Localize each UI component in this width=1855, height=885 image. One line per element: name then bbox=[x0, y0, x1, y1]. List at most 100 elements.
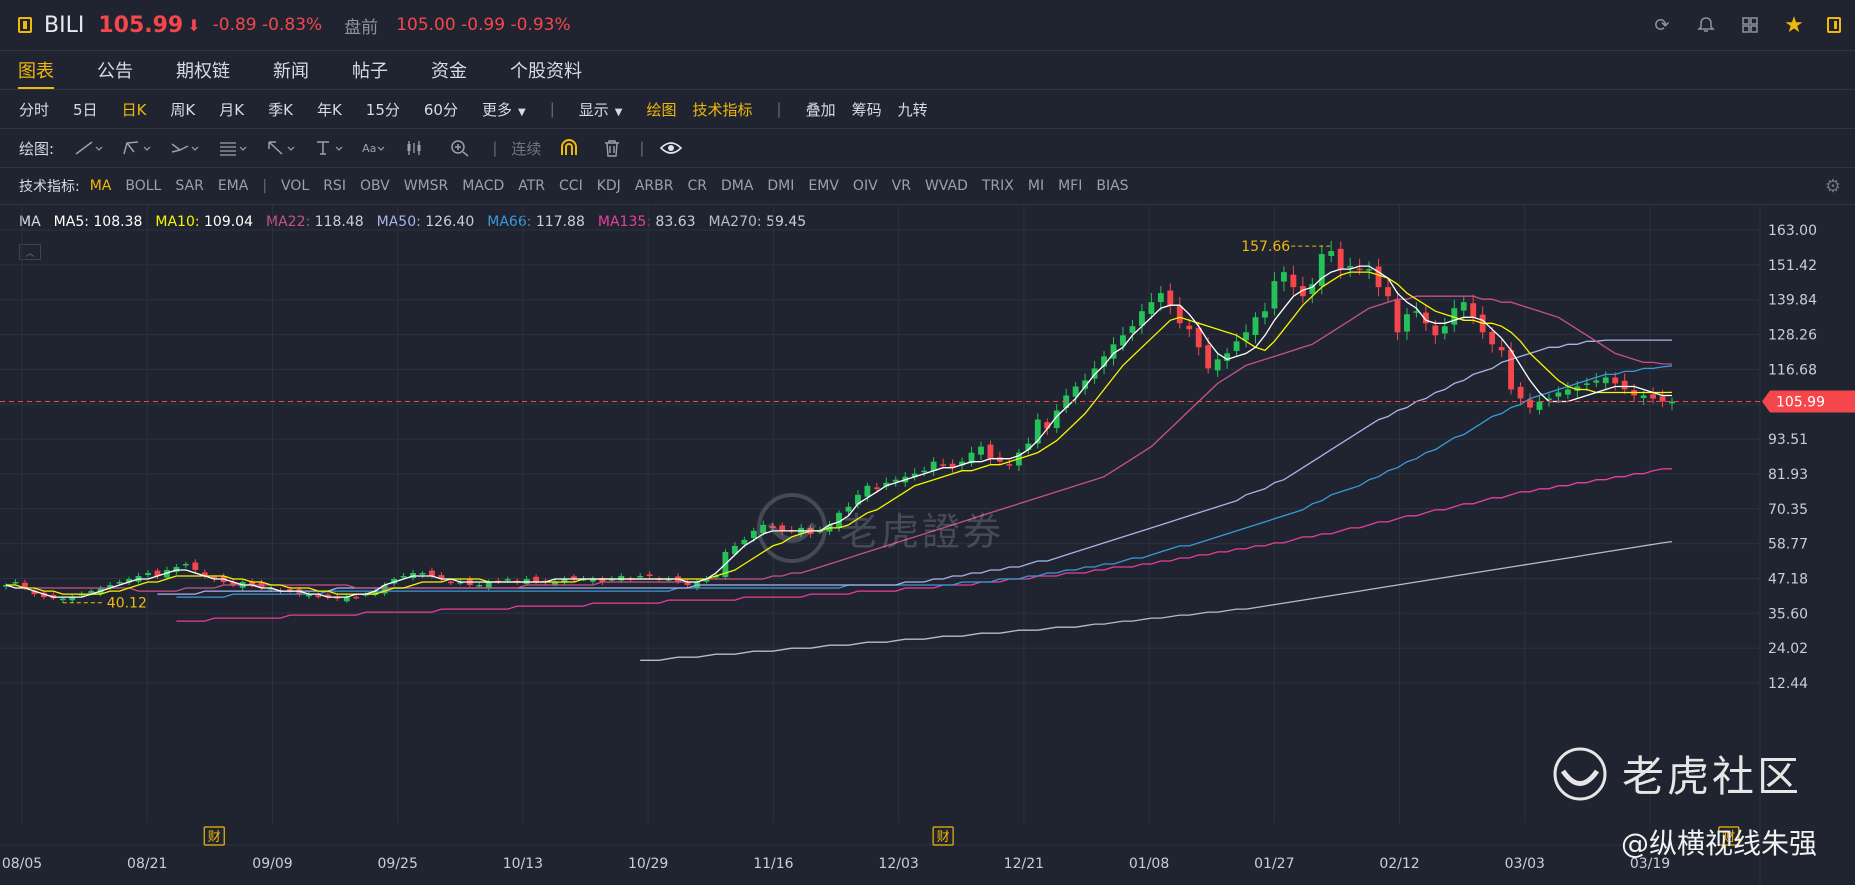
tab-news[interactable]: 新闻 bbox=[273, 61, 309, 82]
candle-body bbox=[1602, 377, 1609, 384]
line-tool-icon[interactable] bbox=[74, 140, 104, 156]
indicator-dmi[interactable]: DMI bbox=[767, 178, 795, 194]
period-intraday[interactable]: 分时 bbox=[19, 100, 50, 119]
indicator-macd[interactable]: MACD bbox=[462, 178, 505, 194]
star-icon[interactable]: ★ bbox=[1784, 12, 1804, 38]
indicator-cci[interactable]: CCI bbox=[559, 178, 583, 194]
period-yearly[interactable]: 年K bbox=[316, 100, 342, 119]
indicator-bias[interactable]: BIAS bbox=[1096, 178, 1129, 194]
draw-toggle[interactable]: 绘图 bbox=[646, 100, 677, 119]
ticker-panel-icon[interactable] bbox=[18, 17, 32, 33]
indicator-dma[interactable]: DMA bbox=[720, 178, 754, 194]
candle-body bbox=[116, 582, 123, 584]
indicator-trix[interactable]: TRIX bbox=[981, 178, 1014, 194]
indicator-obv[interactable]: OBV bbox=[359, 178, 390, 194]
indicator-arbr[interactable]: ARBR bbox=[634, 178, 674, 194]
price-chart[interactable]: 163.00 151.42 139.84 128.26 116.68 93.51 81.93… bbox=[0, 205, 1855, 885]
fib-tool-icon[interactable] bbox=[218, 140, 248, 156]
gear-icon[interactable]: ⚙ bbox=[1824, 175, 1841, 197]
refresh-icon[interactable]: ⟳ bbox=[1654, 14, 1670, 36]
indicator-kdj[interactable]: KDJ bbox=[596, 178, 621, 194]
candle-body bbox=[1167, 290, 1174, 306]
period-5d[interactable]: 5日 bbox=[73, 100, 98, 119]
candle-body bbox=[836, 512, 842, 528]
earnings-marker-label: 财 bbox=[208, 830, 221, 845]
indicator-oiv[interactable]: OIV bbox=[852, 178, 878, 194]
indicator-mfi[interactable]: MFI bbox=[1058, 178, 1083, 194]
tab-chart[interactable]: 图表 bbox=[18, 51, 54, 89]
candle-body bbox=[580, 579, 587, 581]
candle-body bbox=[1224, 353, 1231, 361]
tab-profile[interactable]: 个股资料 bbox=[510, 61, 582, 82]
candle-body bbox=[22, 582, 28, 589]
y-tick-label: 116.68 bbox=[1768, 362, 1817, 378]
indicator-rsi[interactable]: RSI bbox=[323, 178, 346, 194]
period-more-dropdown[interactable]: 更多 ▼ bbox=[481, 100, 526, 119]
candle-body bbox=[987, 444, 994, 459]
indicator-ma[interactable]: MA bbox=[89, 178, 112, 194]
tab-options-chain[interactable]: 期权链 bbox=[176, 61, 230, 82]
period-weekly[interactable]: 周K bbox=[170, 100, 196, 119]
candle-body bbox=[504, 579, 511, 581]
text-tool-icon[interactable] bbox=[314, 140, 344, 156]
candle-tool-icon[interactable] bbox=[406, 140, 424, 156]
candle-body bbox=[1669, 401, 1675, 404]
nine-turn-button[interactable]: 九转 bbox=[897, 100, 928, 119]
candle-body bbox=[883, 482, 890, 487]
candle-body bbox=[864, 485, 871, 497]
eye-icon[interactable] bbox=[660, 140, 683, 156]
magnet-icon[interactable] bbox=[559, 139, 579, 157]
tab-announcements[interactable]: 公告 bbox=[97, 61, 133, 82]
display-dropdown[interactable]: 显示 ▼ bbox=[578, 100, 623, 119]
indicator-wmsr[interactable]: WMSR bbox=[403, 178, 449, 194]
x-tick-label: 08/05 bbox=[2, 856, 42, 872]
period-quarterly[interactable]: 季K bbox=[268, 100, 293, 119]
candle-body bbox=[978, 446, 984, 455]
overlay-button[interactable]: 叠加 bbox=[805, 100, 836, 119]
grid-icon[interactable] bbox=[1739, 14, 1761, 36]
bell-icon[interactable] bbox=[1695, 14, 1717, 36]
indicator-ema[interactable]: EMA bbox=[217, 178, 249, 194]
indicator-sar[interactable]: SAR bbox=[175, 178, 204, 194]
period-15min[interactable]: 15分 bbox=[365, 100, 400, 119]
y-tick-label: 81.93 bbox=[1768, 467, 1808, 483]
period-60min[interactable]: 60分 bbox=[423, 100, 458, 119]
indicator-atr[interactable]: ATR bbox=[518, 178, 546, 194]
candle-body bbox=[1072, 386, 1079, 397]
candle-body bbox=[400, 576, 407, 578]
tab-capital[interactable]: 资金 bbox=[431, 61, 467, 82]
period-daily[interactable]: 日K bbox=[121, 100, 147, 119]
font-tool-icon[interactable]: Aa bbox=[362, 140, 388, 156]
indicator-vol[interactable]: VOL bbox=[281, 178, 310, 194]
candle-body bbox=[1233, 341, 1240, 351]
indicator-emv[interactable]: EMV bbox=[808, 178, 839, 194]
indicator-mi[interactable]: MI bbox=[1027, 178, 1045, 194]
candle-body bbox=[997, 457, 1003, 462]
continuous-toggle[interactable]: 连续 bbox=[511, 139, 542, 158]
candle-body bbox=[1262, 311, 1268, 318]
path-tool-icon[interactable] bbox=[122, 140, 152, 156]
arrow-tool-icon[interactable] bbox=[266, 140, 296, 156]
tab-posts[interactable]: 帖子 bbox=[352, 61, 388, 82]
y-tick-label: 70.35 bbox=[1768, 502, 1808, 518]
candle-body bbox=[1432, 325, 1439, 336]
y-tick-label: 24.02 bbox=[1768, 641, 1808, 657]
candle-body bbox=[1053, 410, 1060, 429]
indicator-vr[interactable]: VR bbox=[891, 178, 911, 194]
collapse-legend-button[interactable]: ︿ bbox=[19, 244, 41, 260]
period-monthly[interactable]: 月K bbox=[219, 100, 245, 119]
candle-body bbox=[12, 582, 19, 584]
ma10-line bbox=[6, 271, 1673, 595]
candle-body bbox=[476, 585, 483, 587]
indicator-boll[interactable]: BOLL bbox=[125, 178, 162, 194]
indicator-wvad[interactable]: WVAD bbox=[924, 178, 968, 194]
trash-icon[interactable] bbox=[603, 139, 621, 157]
candle-body bbox=[305, 594, 312, 597]
chips-button[interactable]: 筹码 bbox=[851, 100, 882, 119]
panel-icon[interactable] bbox=[1827, 17, 1841, 33]
indicator-cr[interactable]: CR bbox=[687, 178, 707, 194]
x-tick-label: 09/09 bbox=[252, 856, 292, 872]
fork-tool-icon[interactable] bbox=[170, 140, 200, 156]
tech-indicators-toggle[interactable]: 技术指标 bbox=[692, 100, 753, 119]
zoom-icon[interactable] bbox=[450, 139, 470, 157]
